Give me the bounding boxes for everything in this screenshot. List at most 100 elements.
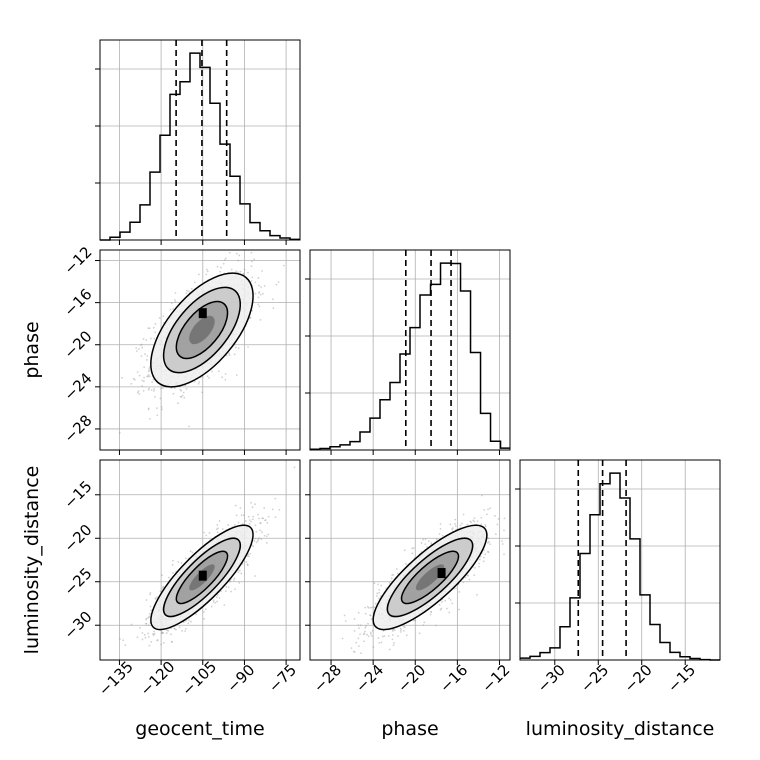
sample-point <box>216 600 218 603</box>
sample-point <box>263 534 266 537</box>
sample-point <box>215 596 218 599</box>
sample-point <box>170 387 173 390</box>
sample-point <box>282 264 285 267</box>
sample-point <box>238 569 241 572</box>
sample-point <box>366 605 369 608</box>
sample-point <box>427 540 430 543</box>
sample-point <box>170 640 173 643</box>
sample-point <box>169 308 172 311</box>
y-axis-label-phase: phase <box>21 321 43 378</box>
sample-point <box>257 513 260 516</box>
sample-point <box>483 509 486 511</box>
sample-point <box>388 582 391 584</box>
sample-point <box>204 608 207 611</box>
sample-point <box>141 346 144 349</box>
sample-point <box>454 525 457 528</box>
sample-point <box>225 354 228 357</box>
sample-point <box>458 608 460 611</box>
sample-point <box>234 588 236 591</box>
sample-point <box>180 396 182 398</box>
sample-point <box>238 582 241 584</box>
sample-point <box>369 614 372 617</box>
sample-point <box>174 299 176 301</box>
sample-point <box>370 635 373 637</box>
panel-frame <box>99 39 301 241</box>
contour-line-1.5-sigma <box>162 286 242 374</box>
sample-point <box>366 633 369 636</box>
sample-point <box>161 408 163 411</box>
sample-point <box>371 606 374 609</box>
sample-point <box>160 405 163 408</box>
sample-point <box>208 377 210 379</box>
sample-point <box>396 572 399 575</box>
sample-point <box>234 504 237 507</box>
sample-point <box>244 520 247 522</box>
contour-line-1-sigma <box>400 550 460 605</box>
sample-point <box>148 367 151 370</box>
sample-point <box>243 514 245 517</box>
sample-point <box>364 630 366 633</box>
sample-point <box>193 380 196 383</box>
sample-point <box>466 523 469 526</box>
histogram-step-geocent_time <box>100 52 300 241</box>
sample-point <box>259 529 262 532</box>
sample-point <box>449 599 452 601</box>
sample-point <box>170 302 173 305</box>
sample-point <box>144 353 146 356</box>
panel-frame <box>99 459 301 661</box>
sample-point <box>148 417 151 420</box>
sample-point <box>188 425 190 428</box>
sample-point <box>179 388 182 391</box>
mode-marker <box>198 308 207 319</box>
sample-point <box>148 612 151 615</box>
sample-point <box>451 527 454 530</box>
sample-point <box>162 641 165 644</box>
sample-point <box>145 622 147 625</box>
sample-point <box>173 627 176 630</box>
sample-point <box>357 645 360 648</box>
density-fill-0.5-sigma <box>415 564 445 591</box>
sample-point <box>147 327 150 330</box>
contour-line-2-sigma <box>372 524 488 631</box>
sample-point <box>467 574 469 577</box>
sample-point <box>217 370 220 373</box>
sample-point <box>260 538 263 540</box>
sample-point <box>487 551 490 553</box>
sample-point <box>369 606 372 609</box>
sample-point <box>224 257 227 260</box>
sample-point <box>261 270 263 272</box>
sample-point <box>381 635 384 638</box>
sample-point <box>147 388 150 391</box>
sample-point <box>140 343 143 346</box>
sample-point <box>206 375 209 378</box>
sample-point <box>411 547 414 550</box>
contour-line-1.5-sigma <box>162 537 242 618</box>
sample-point <box>251 518 254 521</box>
sample-point <box>121 376 123 379</box>
sample-point <box>221 528 224 530</box>
sample-point <box>474 566 476 569</box>
sample-point <box>154 597 157 600</box>
sample-point <box>150 609 152 612</box>
sample-point <box>140 355 143 358</box>
sample-point <box>262 292 264 295</box>
sample-point <box>470 521 473 524</box>
sample-point <box>235 374 238 376</box>
sample-point <box>363 632 366 635</box>
sample-point <box>343 614 346 617</box>
sample-point <box>165 632 168 634</box>
sample-point <box>479 555 482 558</box>
sample-point <box>258 305 261 308</box>
sample-point <box>487 508 489 511</box>
sample-point <box>173 387 176 390</box>
sample-point <box>274 516 277 519</box>
panel-frame <box>99 249 301 451</box>
sample-point <box>189 550 192 553</box>
sample-point <box>216 531 219 534</box>
sample-point <box>210 605 213 608</box>
sample-point <box>486 513 488 516</box>
sample-point <box>380 641 383 644</box>
sample-point <box>369 614 371 617</box>
panel-frame <box>519 459 721 661</box>
sample-point <box>455 587 457 590</box>
